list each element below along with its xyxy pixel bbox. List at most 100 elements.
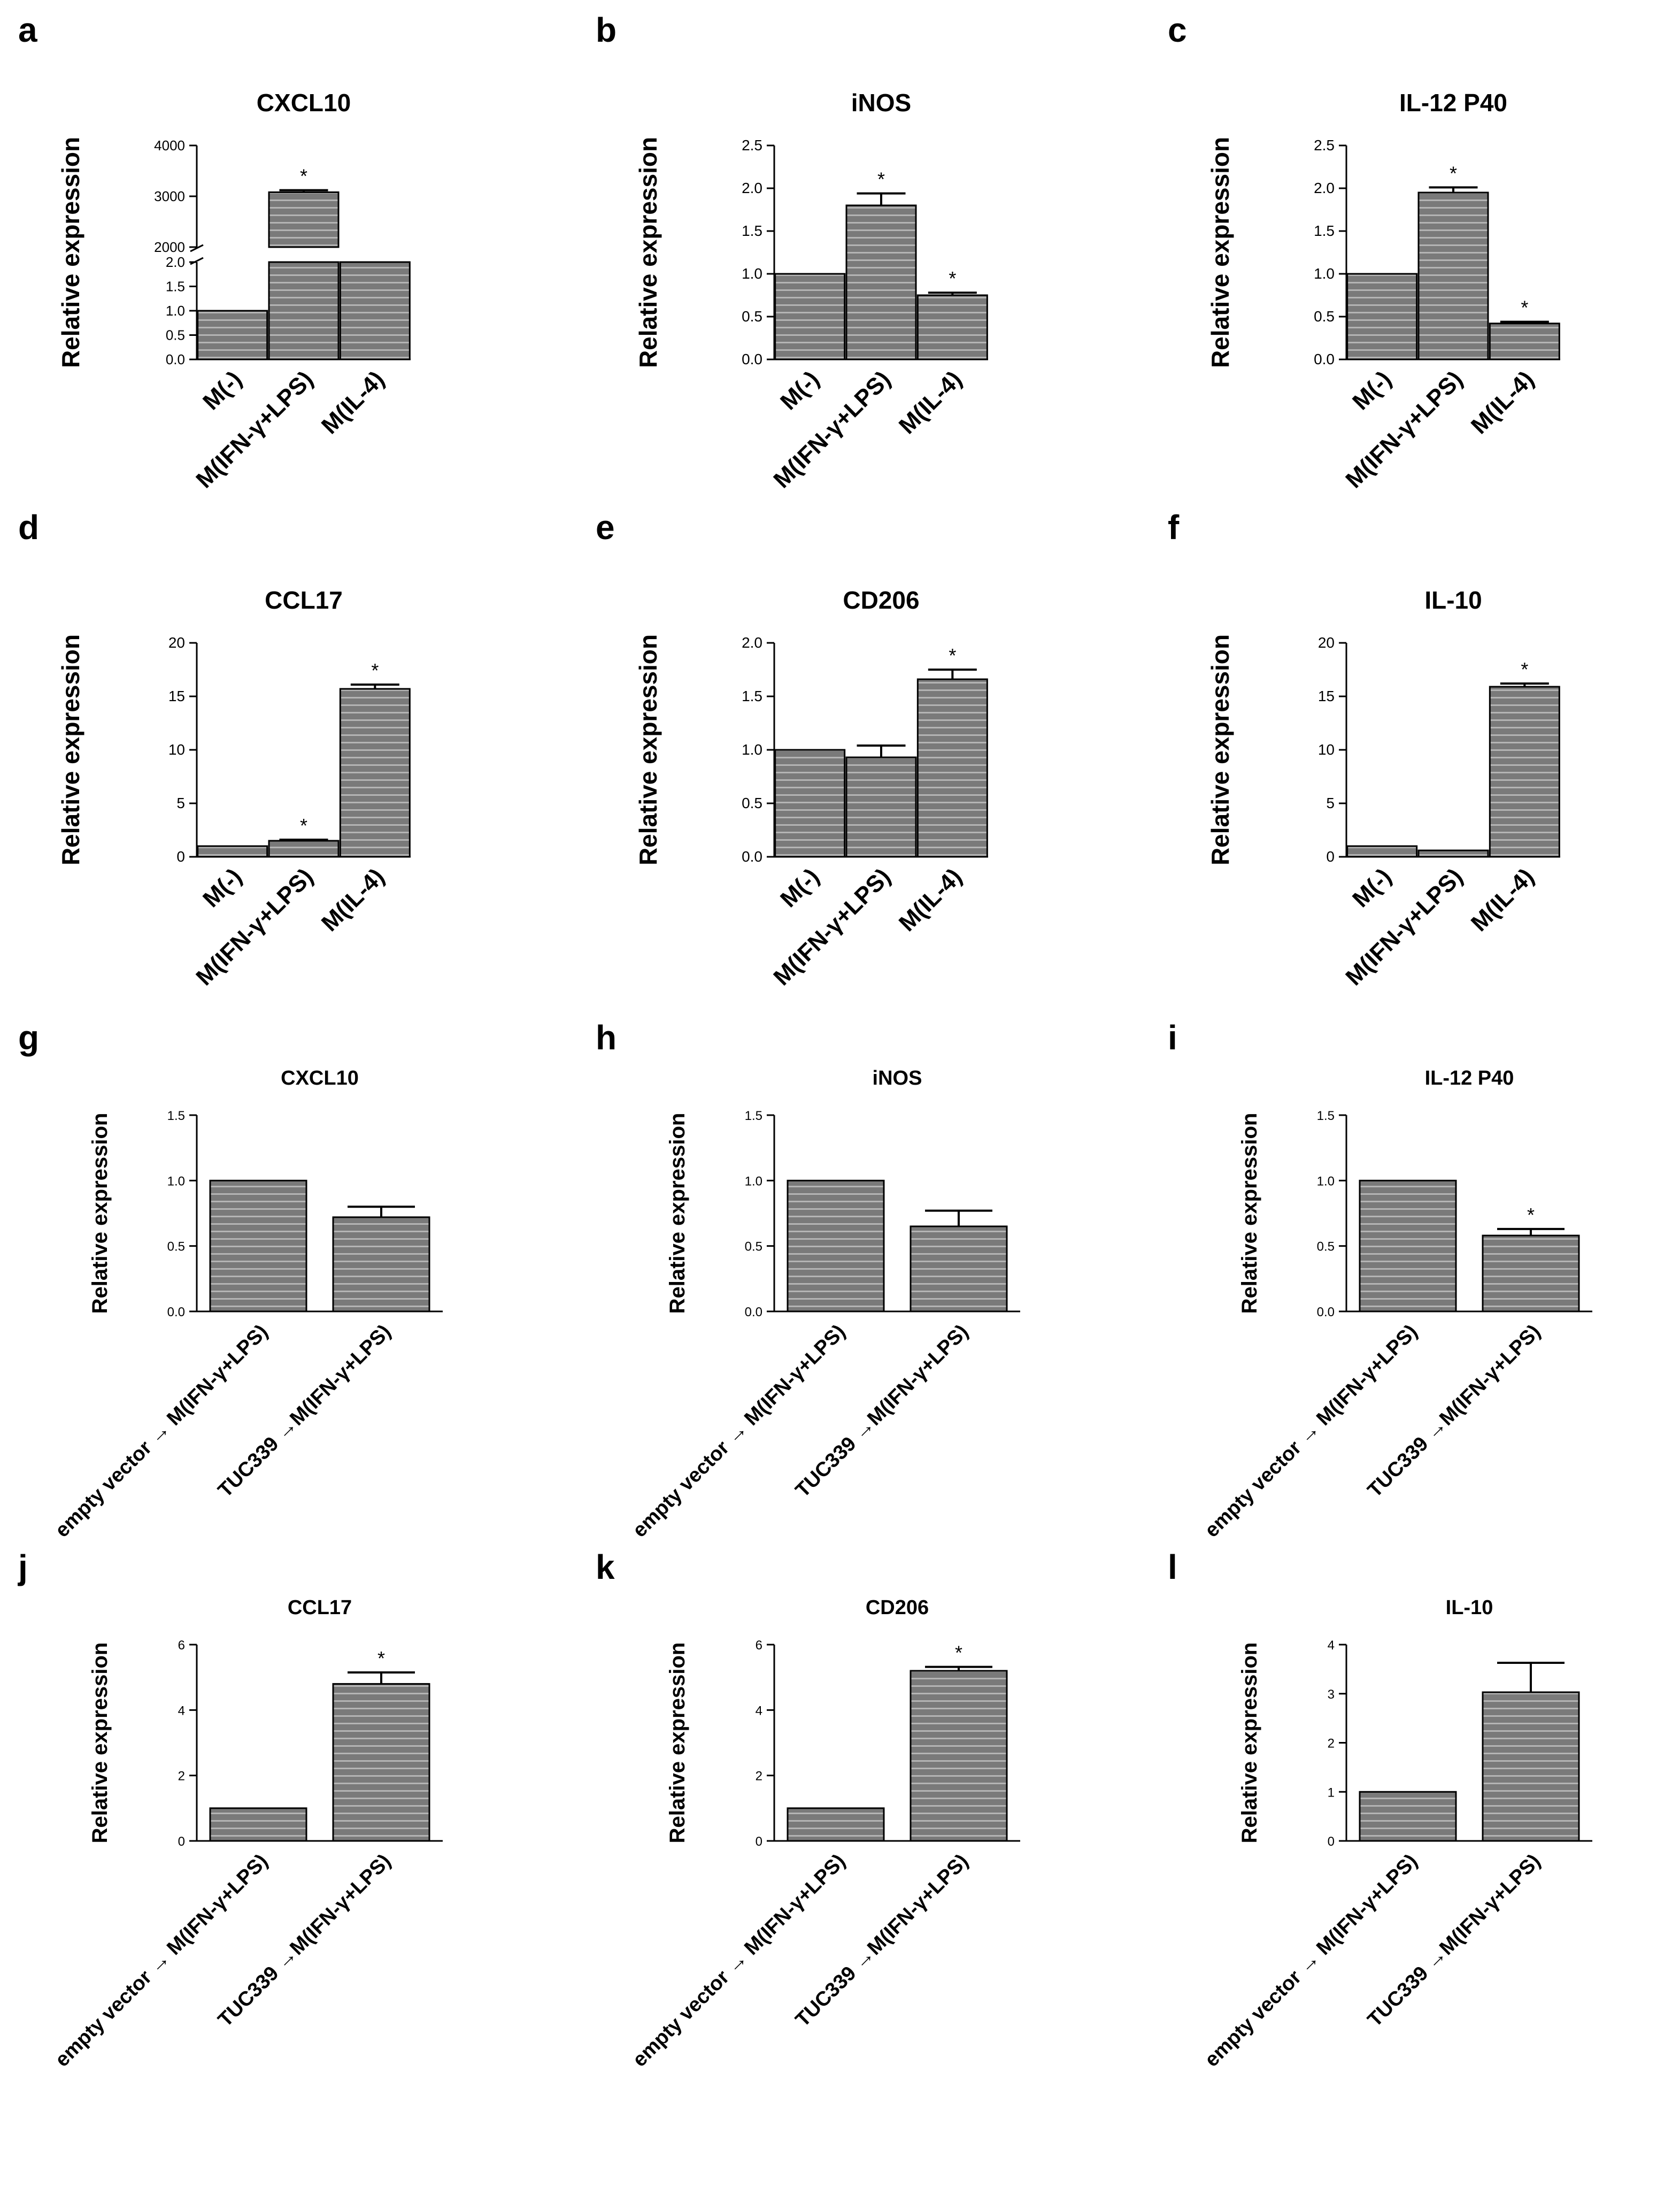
y-axis-label: Relative expression (1238, 1642, 1261, 1844)
x-tick-label: M(IL-4) (317, 863, 390, 937)
x-tick-label: empty vector → M(IFN-γ+LPS) (51, 1850, 272, 2071)
y-axis-label: Relative expression (88, 1113, 112, 1314)
panel-l: l IL-10 Relative expression 0 1 2 3 4 empty vect… (1168, 1548, 1592, 2071)
bar (845, 756, 917, 858)
y-tick-label: 0.0 (745, 1305, 762, 1319)
y-tick-label: 5 (1326, 795, 1335, 811)
y-tick-label: 0.0 (742, 848, 762, 865)
chart-title: CCL17 (288, 1596, 352, 1619)
y-axis-label: Relative expression (1206, 137, 1234, 368)
bar (1359, 1791, 1457, 1842)
y-tick-label: 10 (168, 741, 185, 758)
significance-star: * (300, 165, 307, 187)
panel-d: d CCL17 Relative expression 0 5 10 15 20 M(-) * M(… (18, 508, 411, 991)
y-tick-label: 0.5 (742, 308, 762, 325)
bar (1346, 273, 1418, 360)
chart-title: CCL17 (265, 586, 343, 614)
x-tick-label: empty vector → M(IFN-γ+LPS) (1200, 1321, 1422, 1542)
panel-letter-i: i (1168, 1018, 1177, 1057)
x-tick-label: M(-) (1347, 863, 1397, 912)
x-tick-label: M(IL-4) (317, 366, 390, 439)
y-tick-label: 15 (1318, 688, 1335, 704)
panel-i: i IL-12 P40 Relative expression 0.0 0.5 1.0 1.… (1168, 1018, 1592, 1542)
y-tick-label: 1.5 (1317, 1109, 1335, 1123)
y-axis-label: Relative expression (88, 1642, 112, 1844)
y-tick-label: 2.5 (742, 137, 762, 153)
bar (268, 261, 340, 360)
chart-title: CD206 (843, 586, 919, 614)
chart-title: IL-10 (1446, 1596, 1493, 1619)
bar (332, 1683, 430, 1842)
y-tick-label: 2.0 (742, 180, 762, 196)
y-axis-label: Relative expression (666, 1642, 689, 1844)
y-axis-label: Relative expression (666, 1113, 689, 1314)
x-tick-label: M(-) (198, 366, 247, 415)
y-tick-label: 0.5 (742, 795, 762, 811)
y-axis-label: Relative expression (57, 634, 84, 865)
y-tick-label: 1.5 (745, 1109, 762, 1123)
bar (209, 1179, 307, 1312)
panel-letter-g: g (18, 1018, 39, 1057)
chart-title: IL-10 (1424, 586, 1482, 614)
axis-break-mark (190, 244, 204, 252)
bar (1489, 323, 1560, 360)
y-tick-label: 20 (168, 634, 185, 651)
y-axis-label: Relative expression (634, 634, 662, 865)
x-tick-label: M(-) (775, 863, 824, 912)
y-tick-label: 1.5 (166, 279, 185, 295)
y-tick-label: 0.5 (166, 327, 185, 343)
y-tick-label: 5 (176, 795, 185, 811)
bar (268, 840, 340, 858)
y-tick-label: 1.5 (742, 688, 762, 704)
y-tick-label: 2 (1328, 1737, 1335, 1751)
y-tick-label: 1 (1328, 1785, 1335, 1800)
y-tick-label: 2.0 (1314, 180, 1335, 196)
bar (1482, 1234, 1580, 1312)
y-tick-label: 0.5 (745, 1240, 762, 1254)
significance-star: * (1521, 297, 1528, 319)
bar (209, 1807, 307, 1842)
y-axis-label: Relative expression (1206, 634, 1234, 865)
panel-k: k CD206 Relative expression 0 2 4 6 empty vecto… (596, 1548, 1020, 2071)
y-tick-label: 0.5 (1314, 308, 1335, 325)
y-tick-label: 1.0 (1317, 1174, 1335, 1188)
panel-letter-d: d (18, 508, 39, 547)
x-tick-label: M(-) (775, 366, 824, 415)
y-tick-label: 2 (756, 1769, 762, 1784)
bar (916, 678, 988, 858)
x-tick-label: M(IL-4) (1466, 366, 1539, 439)
bar (1482, 1691, 1580, 1842)
y-tick-label: 0 (1328, 1834, 1335, 1849)
chart-title: CXCL10 (281, 1067, 359, 1089)
y-tick-label: 0.5 (167, 1240, 185, 1254)
panel-letter-h: h (596, 1018, 616, 1057)
bar (910, 1225, 1008, 1312)
panel-letter-l: l (1168, 1548, 1177, 1586)
bar (1359, 1179, 1457, 1312)
y-tick-label: 2.0 (166, 254, 185, 270)
x-tick-label: empty vector → M(IFN-γ+LPS) (628, 1321, 850, 1542)
y-tick-label: 6 (178, 1638, 185, 1653)
y-tick-label: 0.0 (1314, 351, 1335, 367)
panel-letter-c: c (1168, 11, 1187, 49)
y-tick-label: 1.0 (167, 1174, 185, 1188)
significance-star: * (949, 644, 956, 666)
bar (787, 1179, 885, 1312)
x-tick-label: empty vector → M(IFN-γ+LPS) (51, 1321, 272, 1542)
y-tick-label: 1.0 (742, 265, 762, 282)
chart-title: iNOS (873, 1067, 922, 1089)
significance-star: * (371, 659, 379, 681)
panel-letter-e: e (596, 508, 615, 547)
panel-c: c IL-12 P40 Relative expression 0.0 0.5 1.0 1.… (1168, 11, 1560, 493)
x-tick-label: M(IL-4) (894, 863, 967, 937)
significance-star: * (1521, 658, 1528, 680)
y-tick-label: 2 (178, 1769, 185, 1784)
y-tick-label: 0.0 (1317, 1305, 1335, 1319)
significance-star: * (955, 1642, 962, 1664)
panel-h: h iNOS Relative expression 0.0 0.5 1.0 1.5 empt… (596, 1018, 1020, 1542)
bar (339, 261, 411, 360)
significance-star: * (1450, 162, 1457, 184)
significance-star: * (877, 168, 885, 190)
bar-upper-segment (268, 191, 340, 248)
